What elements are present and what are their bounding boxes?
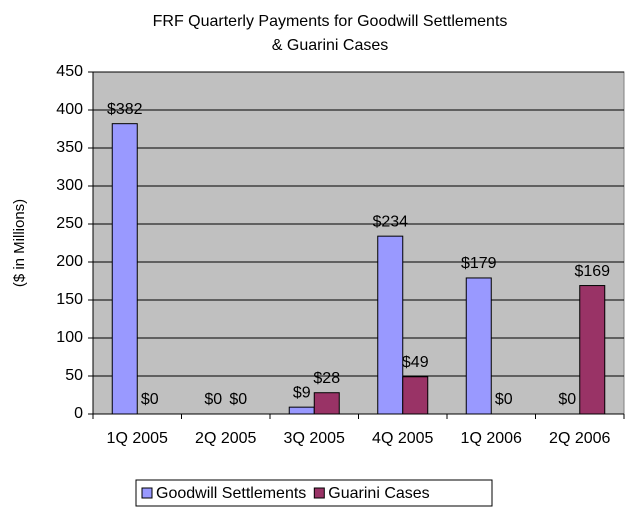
- value-label: $0: [204, 391, 222, 408]
- bar: [402, 376, 429, 415]
- value-label: $169: [574, 263, 610, 280]
- value-label: $234: [372, 213, 408, 230]
- y-tick-label: 450: [56, 63, 83, 80]
- bar: [288, 406, 315, 415]
- chart-title: FRF Quarterly Payments for Goodwill Sett…: [153, 13, 508, 30]
- y-tick-label: 250: [56, 215, 83, 232]
- y-tick-label: 200: [56, 253, 83, 270]
- y-axis-label: ($ in Millions): [11, 199, 28, 287]
- x-tick-label: 2Q 2006: [549, 430, 610, 447]
- x-tick-label: 3Q 2005: [284, 430, 345, 447]
- value-label: $0: [495, 391, 513, 408]
- legend-swatch: [313, 487, 325, 499]
- plot-area: [92, 71, 625, 415]
- y-tick-label: 50: [65, 367, 83, 384]
- value-label: $0: [141, 391, 159, 408]
- bar: [111, 123, 138, 415]
- bar: [313, 392, 340, 415]
- chart-title: & Guarini Cases: [272, 37, 389, 54]
- value-label: $28: [313, 370, 340, 387]
- y-tick-label: 100: [56, 329, 83, 346]
- x-tick-label: 4Q 2005: [372, 430, 433, 447]
- y-tick-label: 0: [74, 405, 83, 422]
- bar: [465, 277, 492, 415]
- y-tick-label: 150: [56, 291, 83, 308]
- x-tick-label: 2Q 2005: [195, 430, 256, 447]
- legend-label: Goodwill Settlements: [156, 485, 306, 502]
- value-label: $0: [558, 391, 576, 408]
- bar: [377, 235, 404, 415]
- value-label: $0: [229, 391, 247, 408]
- x-tick-label: 1Q 2006: [461, 430, 522, 447]
- y-tick-label: 350: [56, 139, 83, 156]
- y-tick-label: 400: [56, 101, 83, 118]
- value-label: $382: [107, 101, 143, 118]
- y-tick-label: 300: [56, 177, 83, 194]
- value-label: $9: [293, 384, 311, 401]
- x-tick-label: 1Q 2005: [107, 430, 168, 447]
- bar: [579, 285, 606, 415]
- legend-swatch: [141, 487, 153, 499]
- value-label: $49: [402, 354, 429, 371]
- value-label: $179: [461, 255, 497, 272]
- legend-label: Guarini Cases: [328, 485, 429, 502]
